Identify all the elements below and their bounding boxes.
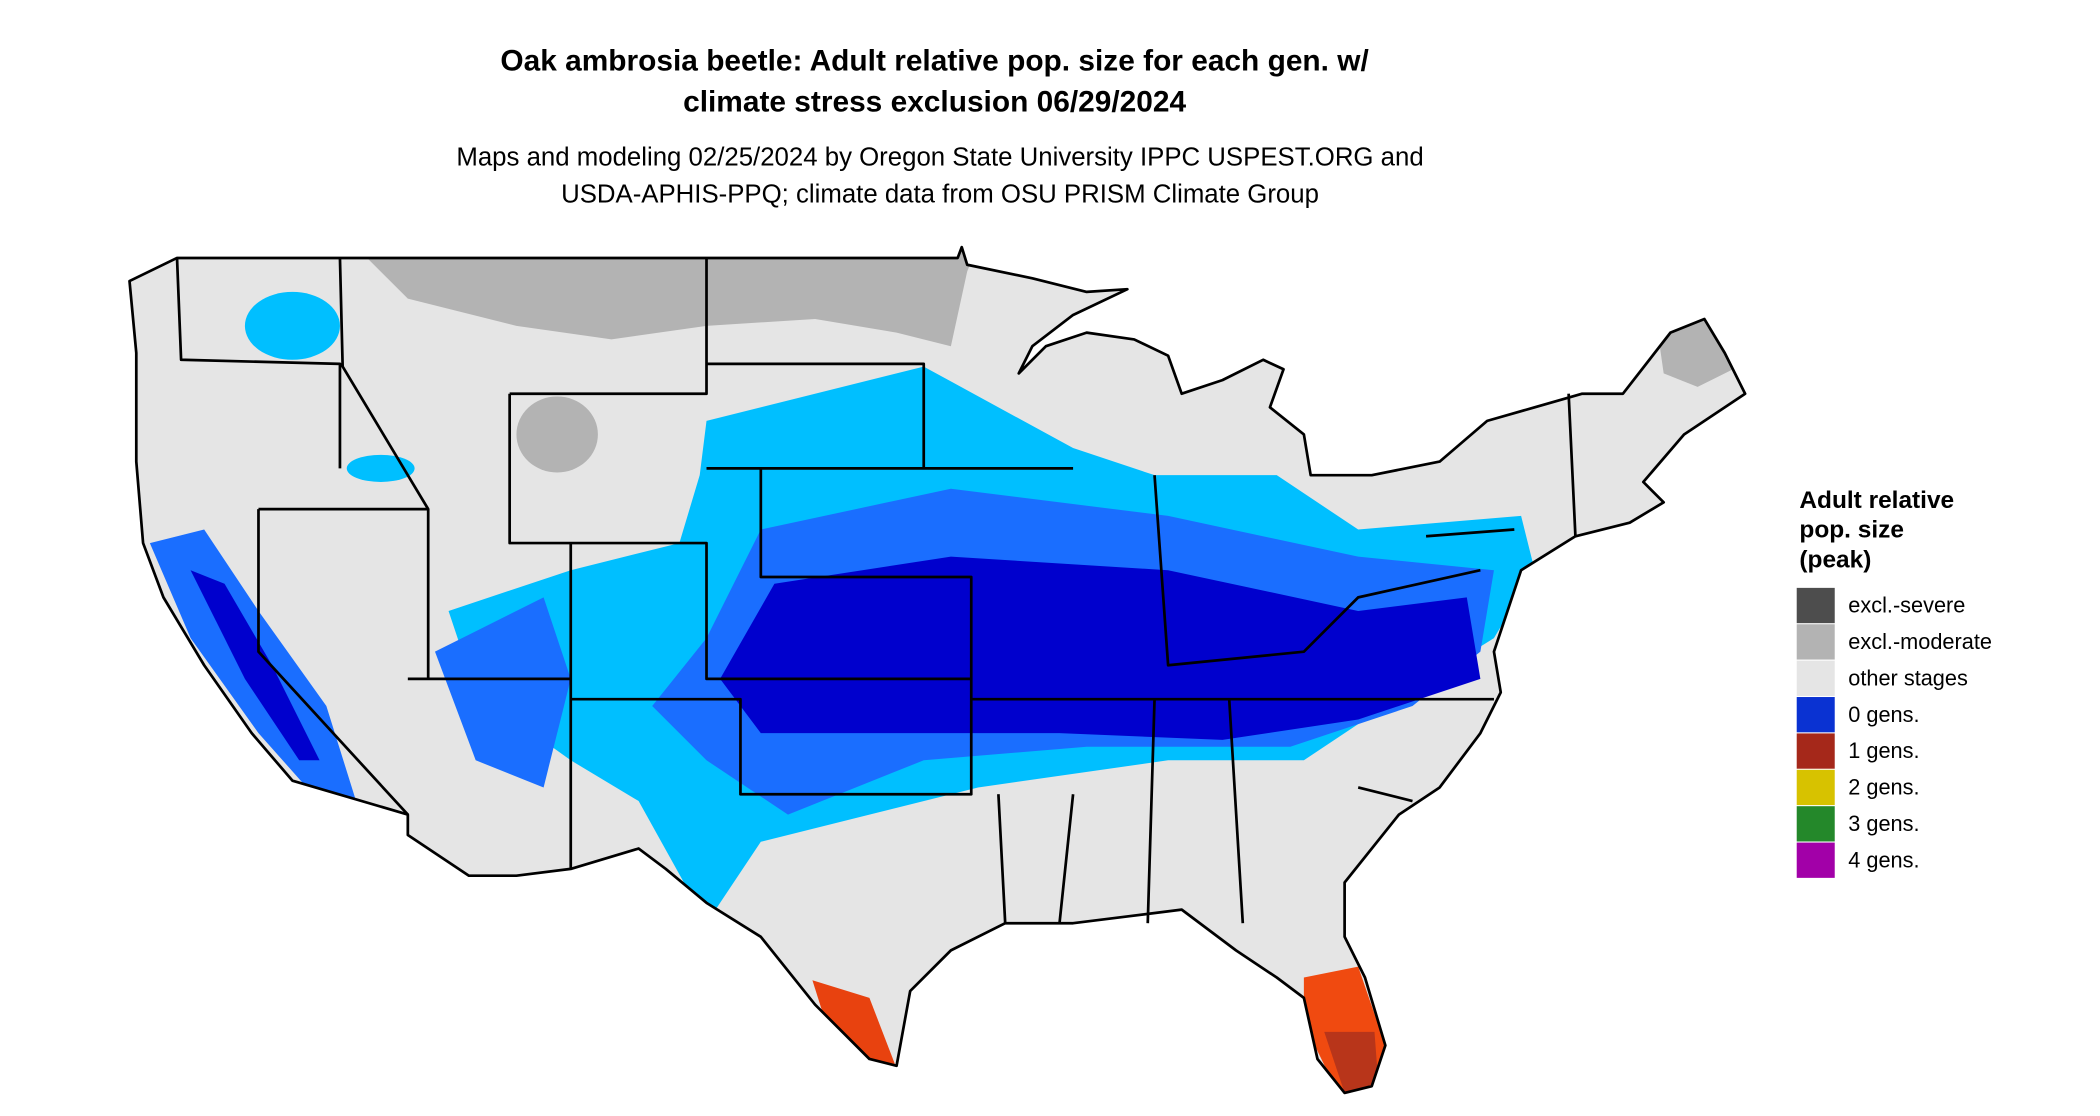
red-region: [1324, 1031, 1379, 1093]
legend-label: 4 gens.: [1848, 847, 1919, 872]
legend-title: pop. size: [1799, 517, 1904, 544]
blue-region: [434, 597, 571, 788]
blue-region: [244, 291, 340, 360]
legend-label: 0 gens.: [1848, 702, 1919, 727]
legend-swatch: [1796, 769, 1835, 806]
excl-region: [516, 396, 598, 473]
excl-region: [367, 257, 707, 340]
excl-region: [706, 247, 979, 347]
title-line: Oak ambrosia beetle: Adult relative pop.…: [500, 45, 1368, 78]
legend-swatch: [1796, 587, 1835, 624]
legend-swatch: [1796, 624, 1835, 660]
legend-swatch: [1796, 733, 1835, 769]
subtitle-line: USDA-APHIS-PPQ; climate data from OSU PR…: [561, 180, 1319, 208]
legend-title: (peak): [1799, 547, 1871, 574]
legend-title: Adult relative: [1799, 487, 1954, 514]
map-fill: [129, 247, 1746, 1093]
legend-label: 1 gens.: [1848, 738, 1919, 763]
legend-swatch: [1796, 660, 1835, 696]
legend-label: 3 gens.: [1848, 811, 1919, 836]
red-region: [812, 980, 897, 1069]
legend-label: other stages: [1848, 665, 1968, 690]
subtitle-line: Maps and modeling 02/25/2024 by Oregon S…: [456, 144, 1423, 172]
legend-label: 2 gens.: [1848, 775, 1919, 800]
blue-region: [346, 454, 415, 482]
title-line: climate stress exclusion 06/29/2024: [683, 85, 1186, 118]
legend-label: excl.-severe: [1848, 593, 1965, 618]
legend-swatch: [1796, 806, 1835, 842]
legend-swatch: [1796, 697, 1835, 733]
blue-region: [190, 570, 320, 761]
legend: Adult relative pop. size (peak) excl.-sever…: [1796, 487, 1992, 878]
blue-region: [720, 556, 1481, 740]
legend-label: excl.-moderate: [1848, 629, 1992, 654]
legend-swatch: [1796, 842, 1835, 878]
